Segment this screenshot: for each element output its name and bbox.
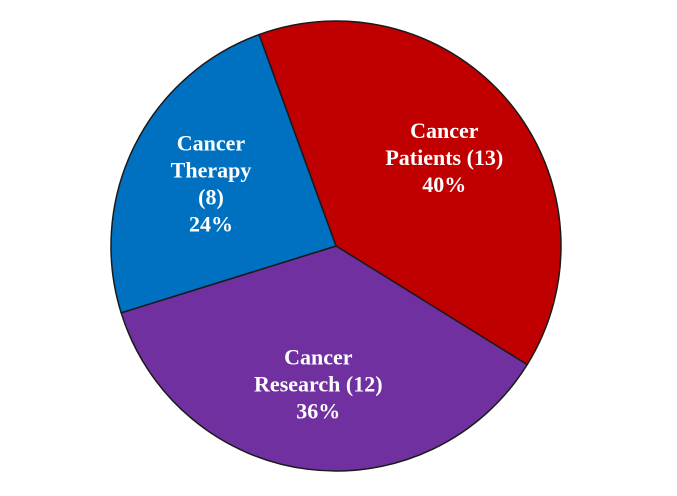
slice-label-cancer-research: Cancer Research (12) 36% — [254, 344, 383, 423]
slice-label-line: Research (12) — [254, 371, 383, 396]
slice-label-line: Cancer — [177, 131, 246, 156]
slice-label-line: Therapy — [171, 158, 252, 183]
slice-label-line: Patients (13) — [385, 145, 503, 170]
slice-label-line: (8) — [198, 185, 224, 210]
pie-labels: Cancer Patients (13) 40%Cancer Research (12… — [171, 118, 504, 423]
slice-label-line: Cancer — [410, 118, 479, 143]
pie-slices — [110, 20, 562, 472]
slice-label-line: 24% — [189, 212, 233, 237]
slice-label-line: 40% — [422, 172, 466, 197]
pie-slice-cancer-patients — [258, 20, 562, 366]
slice-label-line: Cancer — [284, 344, 353, 369]
pie-slice-cancer-therapy — [110, 33, 337, 314]
slice-label-cancer-therapy: Cancer Therapy (8) 24% — [171, 131, 252, 237]
pie-slice-cancer-research — [120, 245, 529, 472]
slice-label-line: 36% — [296, 398, 340, 423]
slice-label-cancer-patients: Cancer Patients (13) 40% — [385, 118, 503, 197]
